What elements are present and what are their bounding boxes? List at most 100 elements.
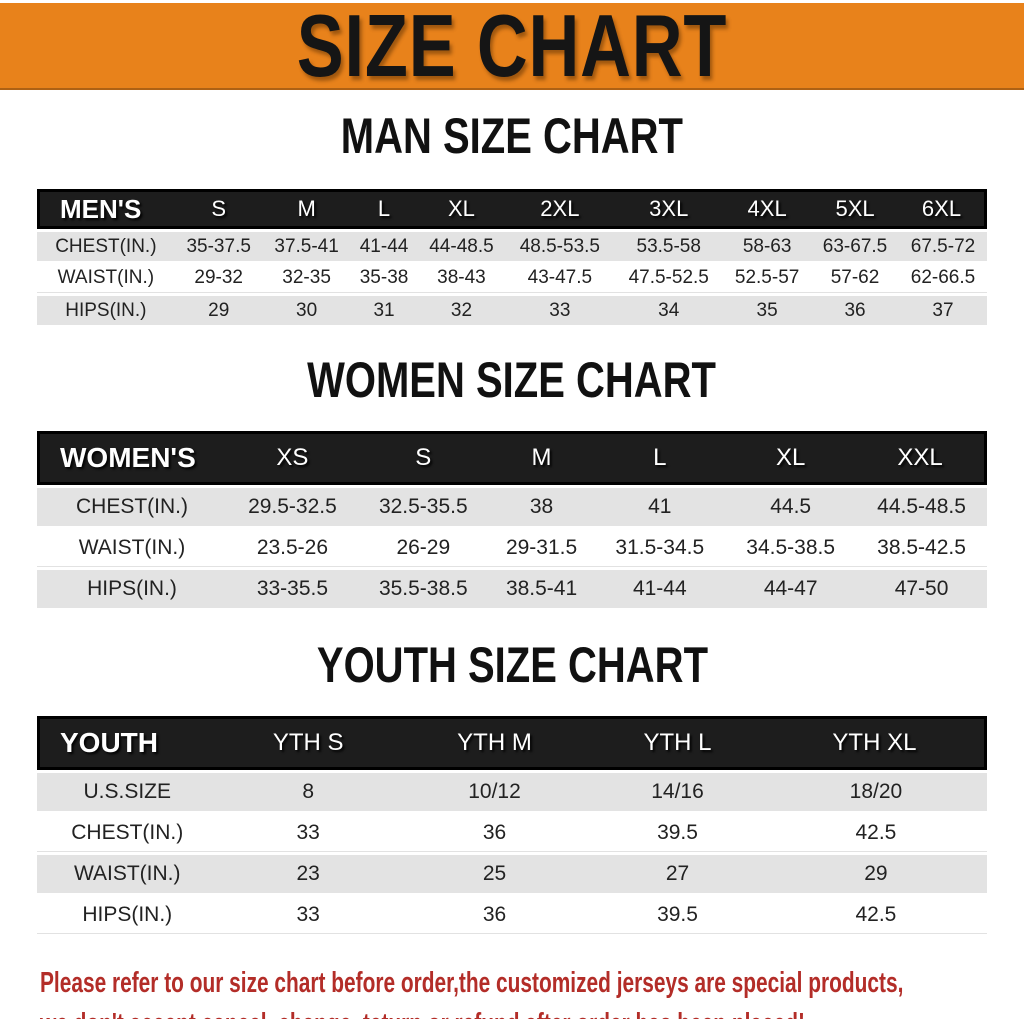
table-group-label: YOUTH: [37, 716, 218, 770]
measurement-value: 41-44: [350, 232, 418, 261]
measurement-value: 33: [217, 814, 399, 852]
measurement-value: 48.5-53.5: [505, 232, 615, 261]
disclaimer-line-2: we don't accept cancel, change, teturn o…: [40, 1004, 805, 1019]
size-column-header: YTH XL: [764, 716, 987, 770]
measurement-value: 44.5: [725, 488, 857, 526]
measurement-value: 67.5-72: [898, 232, 987, 261]
mens-size-table: MEN'S S M L XL 2XL 3XL 4XL 5XL 6XL CHEST(IN.) 35-37…: [37, 186, 987, 328]
measurement-value: 38.5-42.5: [856, 529, 987, 567]
measurement-value: 35.5-38.5: [357, 570, 489, 608]
measurement-value: 18/20: [764, 773, 987, 811]
women-section-title-text: WOMEN SIZE CHART: [307, 352, 717, 408]
measurement-value: 29: [174, 296, 263, 325]
youth-section-title: YOUTH SIZE CHART: [0, 640, 1024, 699]
size-column-header: 4XL: [723, 189, 812, 229]
size-column-header: 3XL: [614, 189, 724, 229]
size-column-header: XXL: [856, 431, 987, 485]
measurement-label: WAIST(IN.): [37, 264, 175, 293]
size-column-header: YTH S: [217, 716, 399, 770]
measurement-value: 31: [350, 296, 418, 325]
measurement-value: 10/12: [398, 773, 591, 811]
table-header-row: YOUTH YTH S YTH M YTH L YTH XL: [37, 716, 987, 770]
size-column-header: XL: [417, 189, 506, 229]
measurement-value: 38-43: [417, 264, 506, 293]
measurement-value: 37: [898, 296, 987, 325]
measurement-value: 35-37.5: [174, 232, 263, 261]
measurement-value: 47.5-52.5: [614, 264, 724, 293]
man-section-title: MAN SIZE CHART: [0, 108, 1024, 170]
man-section-title-text: MAN SIZE CHART: [340, 108, 684, 164]
youth-size-table: YOUTH YTH S YTH M YTH L YTH XL U.S.SIZE 8 10/12…: [37, 713, 987, 937]
measurement-value: 44-48.5: [417, 232, 506, 261]
measurement-value: 63-67.5: [811, 232, 899, 261]
measurement-row: HIPS(IN.) 33-35.5 35.5-38.5 38.5-41 41-44 44-…: [37, 570, 987, 608]
size-column-header: XL: [725, 431, 857, 485]
measurement-value: 36: [398, 814, 591, 852]
measurement-value: 37.5-41: [262, 232, 351, 261]
measurement-row: WAIST(IN.) 23.5-26 26-29 29-31.5 31.5-34.5 34…: [37, 529, 987, 567]
measurement-value: 38: [488, 488, 595, 526]
measurement-value: 32.5-35.5: [357, 488, 489, 526]
measurement-row: WAIST(IN.) 23 25 27 29: [37, 855, 987, 893]
measurement-value: 44-47: [725, 570, 857, 608]
measurement-label: HIPS(IN.): [37, 896, 218, 934]
size-column-header: S: [357, 431, 489, 485]
measurement-value: 57-62: [811, 264, 899, 293]
measurement-value: 34.5-38.5: [725, 529, 857, 567]
measurement-row: HIPS(IN.) 29 30 31 32 33 34 35 36 37: [37, 296, 987, 325]
measurement-value: 33: [217, 896, 399, 934]
measurement-row: CHEST(IN.) 29.5-32.5 32.5-35.5 38 41 44.5 44.5…: [37, 488, 987, 526]
measurement-value: 35-38: [350, 264, 418, 293]
size-column-header: YTH M: [398, 716, 591, 770]
measurement-value: 29: [764, 855, 987, 893]
size-column-header: 2XL: [505, 189, 615, 229]
measurement-value: 27: [590, 855, 765, 893]
measurement-label: CHEST(IN.): [37, 488, 227, 526]
women-section-title: WOMEN SIZE CHART: [0, 352, 1024, 414]
size-column-header: L: [594, 431, 726, 485]
measurement-value: 29-32: [174, 264, 263, 293]
measurement-value: 33-35.5: [227, 570, 358, 608]
table-group-label: MEN'S: [37, 189, 175, 229]
disclaimer-line-1: Please refer to our size chart before or…: [40, 967, 904, 999]
table-header-row: MEN'S S M L XL 2XL 3XL 4XL 5XL 6XL: [37, 189, 987, 229]
size-column-header: M: [262, 189, 351, 229]
table-header-row: WOMEN'S XS S M L XL XXL: [37, 431, 987, 485]
page-title: SIZE CHART: [296, 0, 728, 95]
measurement-value: 33: [505, 296, 615, 325]
measurement-row: WAIST(IN.) 29-32 32-35 35-38 38-43 43-47.5 47.…: [37, 264, 987, 293]
measurement-label: HIPS(IN.): [37, 296, 175, 325]
measurement-value: 32-35: [262, 264, 351, 293]
measurement-value: 39.5: [590, 814, 765, 852]
measurement-value: 31.5-34.5: [594, 529, 726, 567]
measurement-value: 36: [811, 296, 899, 325]
measurement-value: 58-63: [723, 232, 812, 261]
measurement-value: 47-50: [856, 570, 987, 608]
measurement-value: 14/16: [590, 773, 765, 811]
size-column-header: S: [174, 189, 263, 229]
measurement-label: WAIST(IN.): [37, 855, 218, 893]
measurement-value: 32: [417, 296, 506, 325]
measurement-value: 41: [594, 488, 726, 526]
measurement-value: 41-44: [594, 570, 726, 608]
size-column-header: M: [488, 431, 595, 485]
women-size-chart-section: WOMEN SIZE CHART WOMEN'S XS S M L XL XXL CHEST(…: [0, 352, 1024, 611]
measurement-value: 52.5-57: [723, 264, 812, 293]
measurement-row: CHEST(IN.) 35-37.5 37.5-41 41-44 44-48.5 48.5…: [37, 232, 987, 261]
measurement-row: CHEST(IN.) 33 36 39.5 42.5: [37, 814, 987, 852]
measurement-value: 39.5: [590, 896, 765, 934]
table-group-label: WOMEN'S: [37, 431, 227, 485]
size-column-header: 5XL: [811, 189, 899, 229]
measurement-label: HIPS(IN.): [37, 570, 227, 608]
man-size-chart-section: MAN SIZE CHART MEN'S S M L XL 2XL 3XL 4XL 5XL 6XL…: [0, 108, 1024, 328]
measurement-value: 53.5-58: [614, 232, 724, 261]
measurement-value: 29-31.5: [488, 529, 595, 567]
measurement-value: 25: [398, 855, 591, 893]
measurement-label: WAIST(IN.): [37, 529, 227, 567]
measurement-label: U.S.SIZE: [37, 773, 218, 811]
measurement-value: 23: [217, 855, 399, 893]
measurement-row: HIPS(IN.) 33 36 39.5 42.5: [37, 896, 987, 934]
measurement-label: CHEST(IN.): [37, 814, 218, 852]
measurement-value: 44.5-48.5: [856, 488, 987, 526]
